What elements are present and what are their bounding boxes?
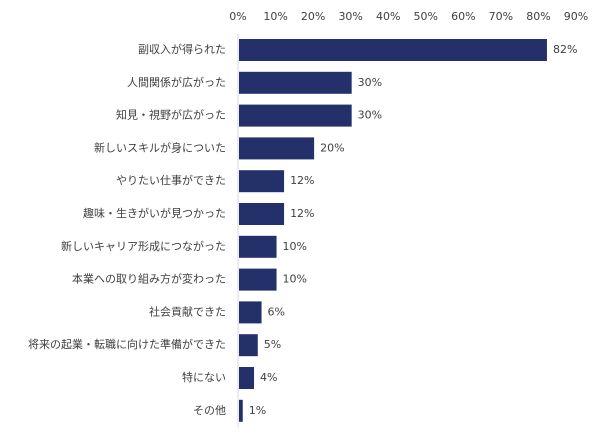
x-axis-ticks: 0% 10% 20% 30% 40% 50% 60% 70% 80% 90% [229, 10, 588, 23]
x-tick-label: 0% [229, 10, 246, 23]
category-label: 副収入が得られた [138, 42, 226, 56]
x-tick-label: 50% [414, 10, 438, 23]
x-tick-label: 10% [263, 10, 287, 23]
bar [239, 367, 255, 389]
x-tick-label: 40% [376, 10, 400, 23]
category-label: 人間関係が広がった [127, 75, 226, 89]
category-label: 特にない [182, 370, 226, 384]
x-tick-label: 20% [301, 10, 325, 23]
bar [239, 399, 243, 422]
bars [239, 39, 547, 422]
x-tick-label: 80% [526, 10, 550, 23]
data-label: 12% [290, 174, 314, 187]
data-label: 10% [283, 273, 307, 286]
data-labels: 82% 30% 30% 20% 12% 12% 10% 10% 6% 5% 4% 1% [249, 43, 578, 417]
category-label: 社会貢献できた [149, 304, 226, 318]
data-label: 4% [260, 371, 277, 384]
bar [239, 104, 352, 127]
data-label: 5% [264, 338, 281, 351]
category-label: その他 [193, 404, 226, 417]
bar [239, 334, 258, 357]
category-label: 将来の起業・転職に向けた準備ができた [28, 337, 226, 351]
bar [239, 203, 285, 225]
category-label: 新しいスキルが身についた [94, 140, 226, 154]
data-label: 82% [553, 43, 577, 56]
data-label: 1% [249, 404, 266, 417]
x-tick-label: 90% [564, 10, 588, 23]
bar [239, 268, 277, 291]
data-label: 30% [358, 109, 382, 122]
category-label: 新しいキャリア形成につながった [61, 239, 226, 253]
bar [239, 137, 315, 160]
bar [239, 301, 262, 324]
data-label: 6% [268, 305, 285, 318]
data-label: 20% [320, 141, 344, 154]
bar [239, 39, 547, 61]
category-label: 趣味・生きがいが見つかった [83, 206, 226, 220]
data-label: 12% [290, 207, 314, 220]
category-labels: 副収入が得られた人間関係が広がった知見・視野が広がった新しいスキルが身についたや… [28, 42, 226, 417]
x-tick-label: 70% [489, 10, 513, 23]
category-label: やりたい仕事ができた [116, 173, 226, 187]
category-label: 知見・視野が広がった [116, 108, 226, 122]
category-label: 本業への取り組み方が変わった [72, 272, 226, 286]
bar [239, 170, 285, 193]
bar [239, 235, 277, 258]
x-tick-label: 60% [451, 10, 475, 23]
x-tick-label: 30% [338, 10, 362, 23]
bar [239, 71, 352, 94]
data-label: 30% [358, 76, 382, 89]
data-label: 10% [283, 240, 307, 253]
